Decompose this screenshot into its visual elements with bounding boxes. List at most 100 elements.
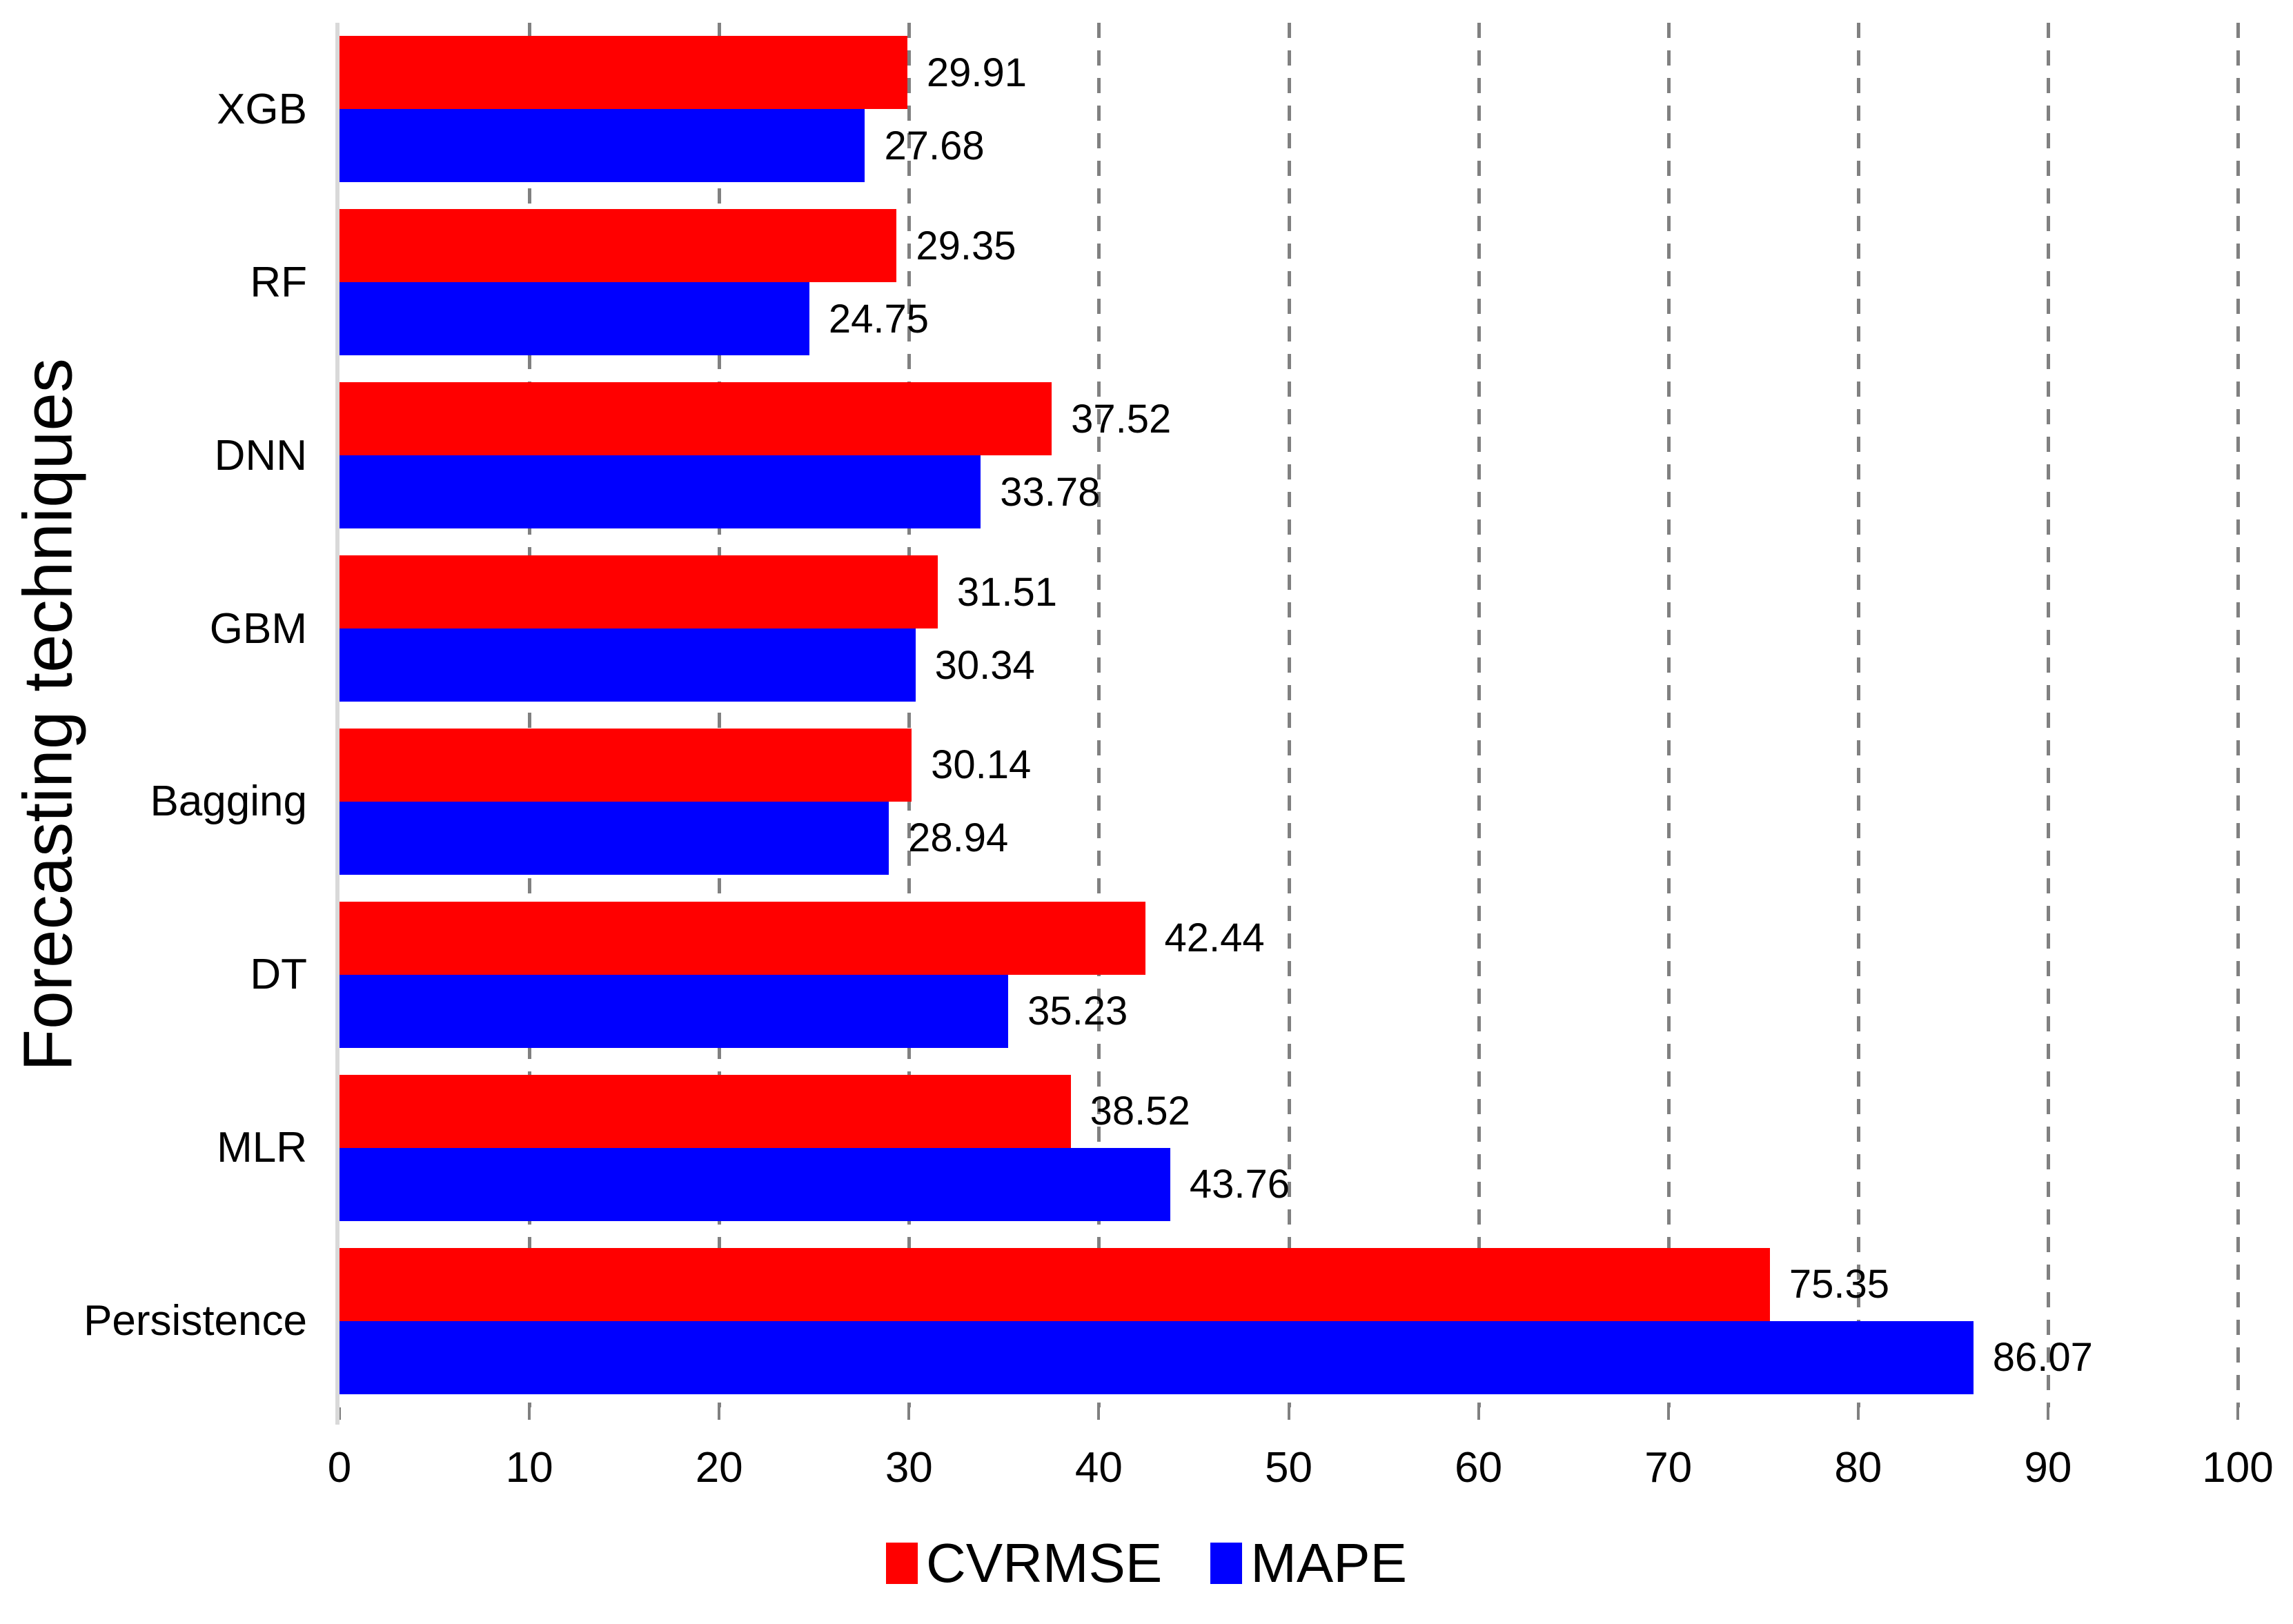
x-tick-label: 30 xyxy=(885,1444,933,1492)
legend-label: CVRMSE xyxy=(926,1532,1163,1594)
category-label: XGB xyxy=(217,85,307,133)
bar-line: 42.44 xyxy=(339,901,2238,975)
y-axis-line xyxy=(335,23,339,1425)
bar-cvrmse xyxy=(339,36,907,110)
bar-value-label: 33.78 xyxy=(1000,469,1101,515)
bar-mape xyxy=(339,1320,1974,1394)
x-tick-label: 50 xyxy=(1265,1444,1312,1492)
legend: CVRMSE MAPE xyxy=(0,1532,2293,1595)
bar-line: 33.78 xyxy=(339,455,2238,529)
bar-mape xyxy=(339,109,865,183)
bar-line: 43.76 xyxy=(339,1147,2238,1221)
legend-label: MAPE xyxy=(1250,1532,1407,1594)
x-tick-40 xyxy=(1097,1407,1101,1420)
bar-value-label: 29.35 xyxy=(916,223,1016,268)
gridline-60 xyxy=(1477,23,1481,1407)
category-label: RF xyxy=(250,258,307,306)
x-tick-label: 80 xyxy=(1834,1444,1882,1492)
bar-line: 38.52 xyxy=(339,1074,2238,1148)
x-tick-label: 90 xyxy=(2024,1444,2072,1492)
category-row: Persistence 75.35 86.07 xyxy=(83,1234,2238,1407)
bar-value-label: 31.51 xyxy=(956,569,1057,615)
bar-value-label: 38.52 xyxy=(1090,1089,1190,1134)
legend-swatch-mape xyxy=(1210,1543,1243,1584)
bar-line: 28.94 xyxy=(339,801,2238,875)
gridline-10 xyxy=(528,23,532,1407)
x-tick-90 xyxy=(2046,1407,2049,1420)
bar-value-label: 37.52 xyxy=(1071,396,1172,442)
gridline-80 xyxy=(1856,23,1860,1407)
bar-value-label: 28.94 xyxy=(908,815,1009,861)
bar-line: 75.35 xyxy=(339,1247,2238,1321)
bar-line: 30.34 xyxy=(339,628,2238,702)
bar-line: 27.68 xyxy=(339,109,2238,183)
bar-line: 37.52 xyxy=(339,382,2238,456)
x-tick-10 xyxy=(528,1407,531,1420)
bar-value-label: 43.76 xyxy=(1189,1162,1290,1207)
category-row: RF 29.35 24.75 xyxy=(250,196,2238,369)
x-tick-label: 40 xyxy=(1074,1444,1123,1492)
x-tick-50 xyxy=(1287,1407,1290,1420)
bar-value-label: 27.68 xyxy=(884,123,985,168)
gridline-20 xyxy=(718,23,722,1407)
x-tick-30 xyxy=(907,1407,911,1420)
bar-cvrmse xyxy=(339,1247,1770,1321)
bar-mape xyxy=(339,974,1009,1048)
bar-line: 29.35 xyxy=(339,209,2238,283)
bar-value-label: 29.91 xyxy=(926,50,1027,95)
x-tick-label: 60 xyxy=(1455,1444,1503,1492)
category-label: DNN xyxy=(214,431,307,479)
bar-cvrmse xyxy=(339,209,897,283)
x-tick-label: 20 xyxy=(695,1444,743,1492)
bar-line: 31.51 xyxy=(339,555,2238,629)
bar-value-label: 86.07 xyxy=(1992,1335,2093,1380)
bar-value-label: 35.23 xyxy=(1027,989,1128,1034)
bar-value-label: 24.75 xyxy=(828,296,929,341)
bars-layer: XGB 29.91 27.68 RF 29.35 24.75 DNN 37.52 33.78 GB… xyxy=(83,23,2238,1407)
gridline-50 xyxy=(1287,23,1291,1407)
bar-mape xyxy=(339,801,889,875)
x-tick-80 xyxy=(1856,1407,1860,1420)
category-label: Bagging xyxy=(150,778,307,826)
bar-line: 24.75 xyxy=(339,282,2238,356)
bar-value-label: 30.14 xyxy=(931,742,1032,788)
category-row: DT 42.44 35.23 xyxy=(250,888,2238,1061)
category-row: GBM 31.51 30.34 xyxy=(210,542,2238,715)
category-label: Persistence xyxy=(83,1297,307,1345)
gridline-30 xyxy=(907,23,912,1407)
gridline-70 xyxy=(1666,23,1671,1407)
x-tick-label: 100 xyxy=(2202,1444,2274,1492)
legend-swatch-cvrmse xyxy=(886,1543,918,1584)
bar-cvrmse xyxy=(339,901,1145,975)
category-label: MLR xyxy=(217,1124,307,1172)
gridline-100 xyxy=(2236,23,2240,1407)
category-row: XGB 29.91 27.68 xyxy=(217,23,2238,196)
category-row: MLR 38.52 43.76 xyxy=(217,1061,2238,1234)
category-label: GBM xyxy=(209,604,307,653)
x-tick-70 xyxy=(1666,1407,1670,1420)
y-axis-title: Forecasting techniques xyxy=(9,358,87,1072)
gridline-90 xyxy=(2046,23,2050,1407)
x-tick-20 xyxy=(718,1407,721,1420)
bar-value-label: 75.35 xyxy=(1789,1262,1890,1307)
bar-mape xyxy=(339,455,981,529)
bar-cvrmse xyxy=(339,555,938,629)
bar-line: 86.07 xyxy=(339,1320,2238,1394)
bar-mape xyxy=(339,628,916,702)
plot-area: XGB 29.91 27.68 RF 29.35 24.75 DNN 37.52 33.78 GB… xyxy=(83,23,2274,1492)
category-row: DNN 37.52 33.78 xyxy=(215,369,2238,542)
bar-value-label: 42.44 xyxy=(1164,915,1265,961)
bar-mape xyxy=(339,1147,1170,1221)
category-label: DT xyxy=(250,951,307,999)
gridline-40 xyxy=(1097,23,1101,1407)
legend-item-cvrmse: CVRMSE xyxy=(886,1532,1162,1595)
bar-cvrmse xyxy=(339,728,912,802)
bar-cvrmse xyxy=(339,1074,1071,1148)
category-row: Bagging 30.14 28.94 xyxy=(150,715,2238,889)
x-tick-0 xyxy=(338,1407,341,1420)
x-tick-100 xyxy=(2236,1407,2239,1420)
legend-item-mape: MAPE xyxy=(1210,1532,1407,1595)
x-tick-label: 70 xyxy=(1644,1444,1693,1492)
bar-line: 30.14 xyxy=(339,728,2238,802)
